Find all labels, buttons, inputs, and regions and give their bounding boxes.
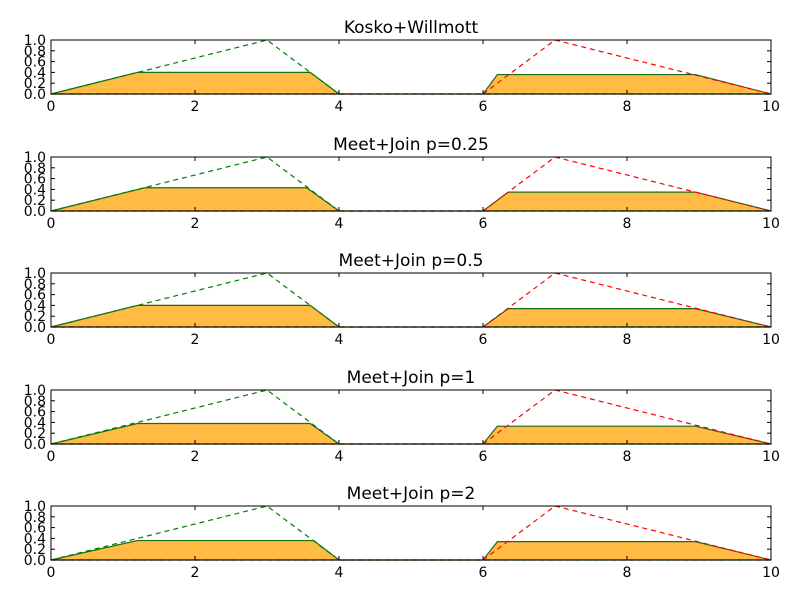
axes-frame xyxy=(50,389,772,445)
x-tick-label: 4 xyxy=(335,565,344,581)
filled-area-series xyxy=(50,422,772,445)
green-dashed-series-line xyxy=(50,156,771,212)
x-tick-label: 6 xyxy=(479,216,488,232)
y-tick-label: 0.0 xyxy=(24,437,46,453)
x-tick-label: 6 xyxy=(479,449,488,465)
axes-frame xyxy=(50,156,772,212)
y-tick-label: 1.0 xyxy=(24,150,46,166)
y-tick-label: 0.8 xyxy=(24,394,46,410)
x-tick-label: 0 xyxy=(47,449,56,465)
x-tick-label: 6 xyxy=(479,99,488,115)
x-tick-label: 2 xyxy=(191,565,200,581)
x-tick-label: 6 xyxy=(479,565,488,581)
x-tick-label: 10 xyxy=(762,99,780,115)
y-tick-label: 1.0 xyxy=(24,499,46,515)
subplot-3: 0.00.20.40.60.81.0 0 2 4 6 8 10 Meet+Join p=0.5 xyxy=(24,251,780,348)
y-tick-label: 0.6 xyxy=(24,288,46,304)
x-tick-label: 10 xyxy=(762,332,780,348)
y-tick-label: 0.6 xyxy=(24,55,46,71)
subplot-title: Meet+Join p=0.5 xyxy=(339,251,484,271)
axes-frame xyxy=(50,39,772,95)
y-tick-label: 1.0 xyxy=(24,33,46,49)
x-tick-label: 10 xyxy=(762,565,780,581)
x-tick-label: 6 xyxy=(479,332,488,348)
y-tick-label: 0.0 xyxy=(24,204,46,220)
green-dashed-series-line xyxy=(50,39,771,95)
x-tick-label: 8 xyxy=(623,449,632,465)
x-tick-label: 4 xyxy=(335,332,344,348)
x-tick-label: 8 xyxy=(623,99,632,115)
x-tick-label: 4 xyxy=(335,99,344,115)
x-tick-label: 10 xyxy=(762,449,780,465)
y-tick-label: 0.8 xyxy=(24,510,46,526)
y-tick-label: 0.2 xyxy=(24,426,46,442)
y-tick-label: 0.8 xyxy=(24,161,46,177)
y-tick-label: 0.4 xyxy=(24,531,46,547)
y-tick-label: 0.6 xyxy=(24,172,46,188)
x-tick-label: 8 xyxy=(623,565,632,581)
x-tick-label: 0 xyxy=(47,565,56,581)
filled-area-series xyxy=(50,304,772,328)
y-tick-label: 0.8 xyxy=(24,44,46,60)
green-dashed-series-line xyxy=(50,389,771,445)
filled-area-series xyxy=(50,187,772,212)
y-tick-label: 0.0 xyxy=(24,87,46,103)
axes-frame xyxy=(50,272,772,328)
x-tick-label: 4 xyxy=(335,216,344,232)
axes-frame xyxy=(50,505,772,561)
subplot-title: Meet+Join p=0.25 xyxy=(333,135,489,155)
y-tick-label: 0.8 xyxy=(24,277,46,293)
x-tick-label: 2 xyxy=(191,332,200,348)
x-tick-label: 2 xyxy=(191,449,200,465)
green-dashed-series-line xyxy=(50,505,771,561)
filled-area-series xyxy=(50,539,772,561)
green-dashed-series-line xyxy=(50,272,771,328)
x-tick-label: 2 xyxy=(191,99,200,115)
y-tick-label: 0.2 xyxy=(24,309,46,325)
filled-area-series xyxy=(50,71,772,95)
x-tick-label: 10 xyxy=(762,216,780,232)
subplot-title: Meet+Join p=1 xyxy=(347,368,476,388)
subplot-2: 0.00.20.40.60.81.0 0 2 4 6 8 10 Meet+Join p=0.2… xyxy=(24,135,780,232)
y-tick-label: 0.6 xyxy=(24,521,46,537)
y-tick-label: 0.4 xyxy=(24,65,46,81)
y-tick-label: 1.0 xyxy=(24,383,46,399)
y-tick-label: 0.2 xyxy=(24,542,46,558)
subplot-1: 0.00.20.40.60.81.0 0 2 4 6 8 10 Kosko+Willmott xyxy=(24,18,780,115)
x-tick-label: 0 xyxy=(47,99,56,115)
x-tick-label: 2 xyxy=(191,216,200,232)
y-tick-label: 0.0 xyxy=(24,320,46,336)
y-tick-label: 0.4 xyxy=(24,182,46,198)
x-tick-label: 8 xyxy=(623,216,632,232)
y-tick-label: 0.4 xyxy=(24,415,46,431)
x-tick-label: 0 xyxy=(47,216,56,232)
subplot-5: 0.00.20.40.60.81.0 0 2 4 6 8 10 Meet+Join p=2 xyxy=(24,484,780,581)
x-tick-label: 8 xyxy=(623,332,632,348)
y-tick-label: 0.2 xyxy=(24,76,46,92)
y-tick-label: 0.0 xyxy=(24,553,46,569)
y-tick-label: 1.0 xyxy=(24,266,46,282)
y-tick-label: 0.4 xyxy=(24,298,46,314)
y-tick-label: 0.2 xyxy=(24,193,46,209)
subplot-title: Kosko+Willmott xyxy=(344,18,479,38)
x-tick-label: 4 xyxy=(335,449,344,465)
subplot-title: Meet+Join p=2 xyxy=(347,484,476,504)
y-tick-label: 0.6 xyxy=(24,405,46,421)
subplot-4: 0.00.20.40.60.81.0 0 2 4 6 8 10 Meet+Join p=1 xyxy=(24,368,780,465)
x-tick-label: 0 xyxy=(47,332,56,348)
